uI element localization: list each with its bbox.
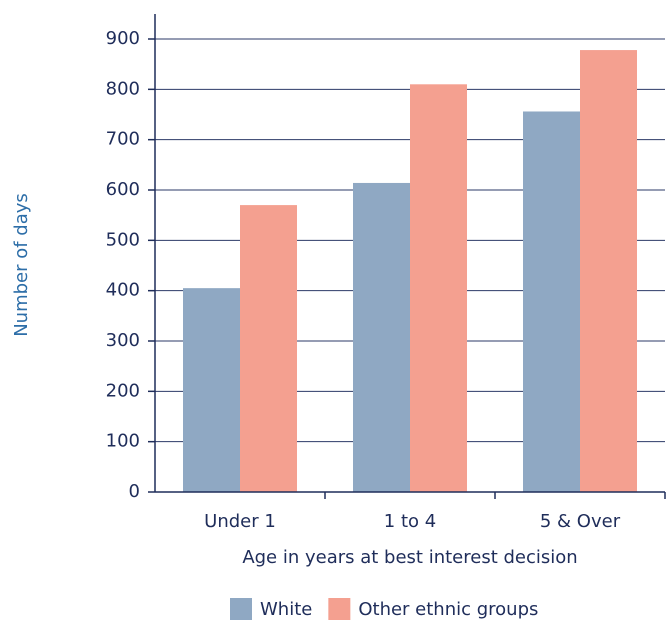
bar (240, 205, 297, 492)
y-tick-label: 400 (106, 280, 140, 301)
legend-label: Other ethnic groups (358, 599, 538, 620)
bar (523, 111, 580, 492)
x-tick-label: 5 & Over (540, 511, 621, 532)
y-tick-label: 100 (106, 431, 140, 452)
y-tick-label: 0 (129, 481, 140, 502)
y-tick-label: 800 (106, 78, 140, 99)
legend-swatch (328, 598, 351, 620)
legend-label: White (260, 599, 312, 620)
bar (410, 84, 467, 493)
y-tick-label: 600 (106, 179, 140, 200)
y-axis-label: Number of days (11, 193, 32, 337)
bar (353, 182, 410, 492)
legend-swatch (230, 598, 252, 620)
bar (580, 50, 637, 492)
y-tick-label: 700 (106, 129, 140, 150)
y-tick-label: 300 (106, 330, 140, 351)
x-tick-label: 1 to 4 (384, 511, 436, 532)
y-tick-label: 500 (106, 229, 140, 250)
y-tick-label: 900 (106, 28, 140, 49)
x-tick-label: Under 1 (204, 511, 276, 532)
x-axis-label: Age in years at best interest decision (242, 547, 577, 568)
y-tick-label: 200 (106, 380, 140, 401)
bar (183, 288, 240, 492)
